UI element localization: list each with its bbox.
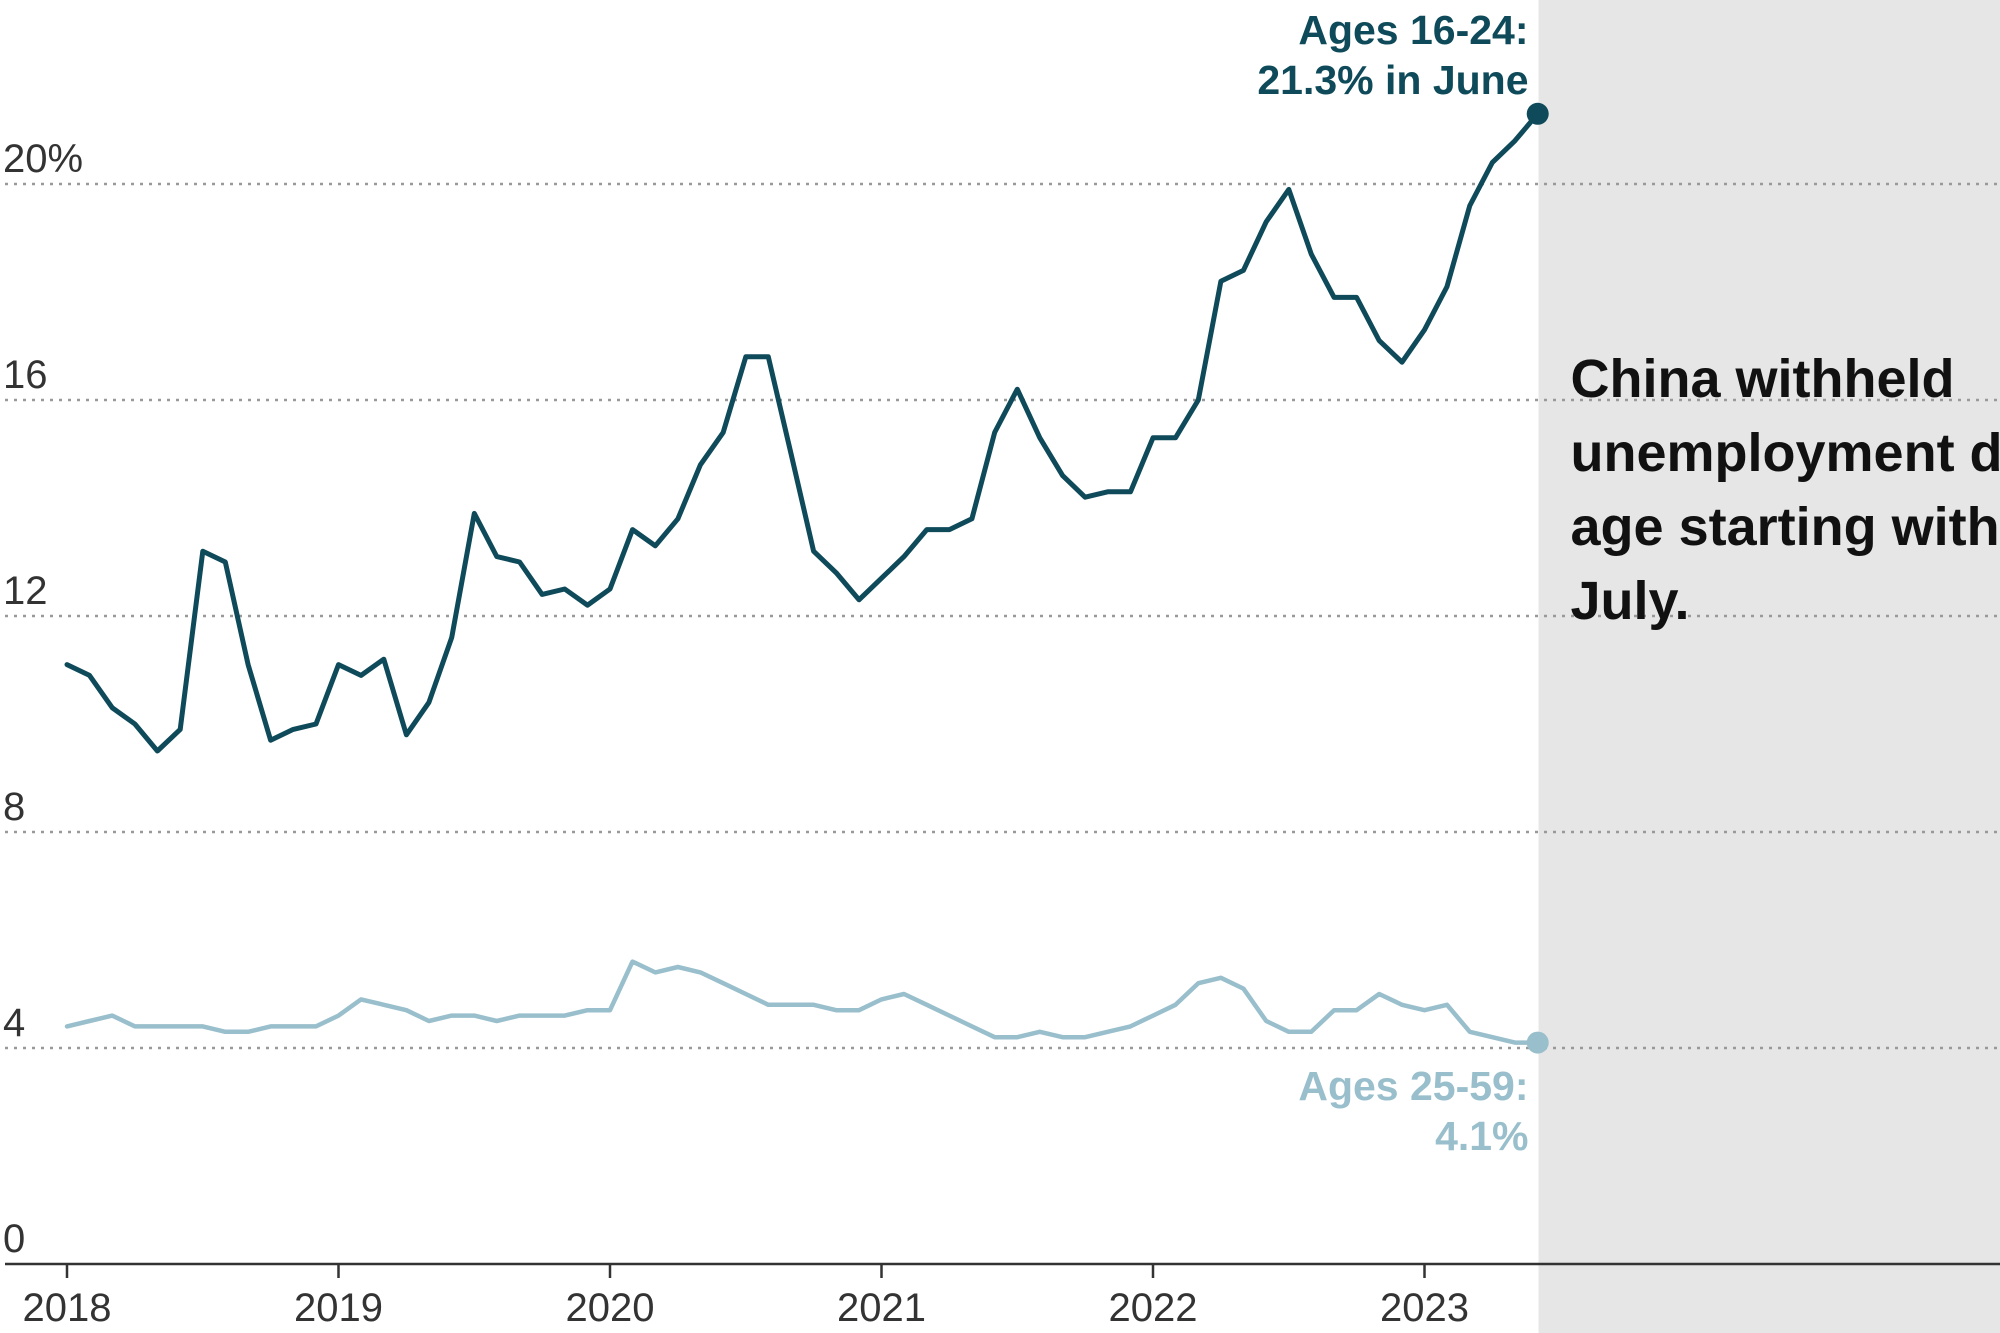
series-label-ages-16-24-line-2: 21.3% in June <box>1257 57 1528 103</box>
series-line-ages-25-59 <box>64 959 1540 1045</box>
annotation-line-3: age starting with <box>1571 497 2000 557</box>
x-axis-ticks: 2018 2019 2020 2021 2022 2023 <box>23 1264 1469 1330</box>
y-axis-ticks: 0 4 8 12 16 20% <box>3 137 83 1261</box>
x-tick-label-2019: 2019 <box>294 1286 383 1330</box>
series-label-ages-25-59-line-1: Ages 25-59: <box>1298 1063 1528 1109</box>
y-tick-label-20: 20% <box>3 137 83 181</box>
withheld-data-shading <box>1538 0 2000 1333</box>
annotation-line-1: China withheld <box>1571 349 1955 409</box>
end-point-ages-25-59 <box>1526 1031 1549 1054</box>
end-point-ages-16-24 <box>1526 102 1549 125</box>
series-label-ages-16-24-line-1: Ages 16-24: <box>1298 7 1528 53</box>
x-tick-label-2021: 2021 <box>837 1286 926 1330</box>
x-tick-label-2023: 2023 <box>1380 1286 1469 1330</box>
annotation-line-4: July. <box>1571 571 1690 631</box>
y-tick-label-12: 12 <box>3 569 48 613</box>
x-tick-label-2020: 2020 <box>566 1286 655 1330</box>
y-tick-label-0: 0 <box>3 1217 25 1261</box>
x-tick-label-2022: 2022 <box>1109 1286 1198 1330</box>
annotation-line-2: unemployment data by <box>1571 423 2000 483</box>
y-tick-label-4: 4 <box>3 1001 25 1045</box>
withheld-data-annotation: China withheld unemployment data by age st… <box>1571 349 2000 631</box>
x-tick-label-2018: 2018 <box>23 1286 112 1330</box>
y-tick-label-16: 16 <box>3 353 48 397</box>
y-tick-label-8: 8 <box>3 785 25 829</box>
series-line-ages-16-24 <box>64 111 1541 754</box>
data-points <box>65 112 1540 1045</box>
series-label-ages-25-59-line-2: 4.1% <box>1435 1113 1528 1159</box>
